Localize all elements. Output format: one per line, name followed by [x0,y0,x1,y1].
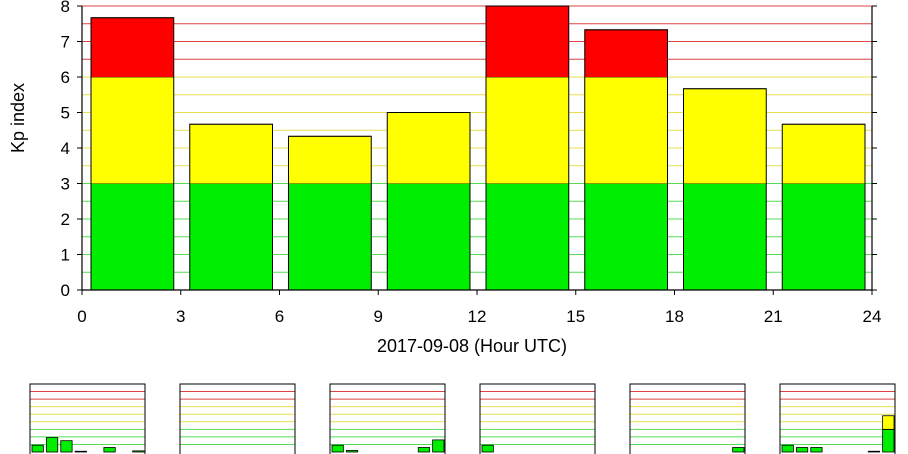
bar [189,123,273,291]
y-tick-label: 1 [61,246,70,265]
y-tick-label: 6 [61,68,70,87]
mini-bar [132,450,145,453]
bar-segment [584,29,668,77]
mini-frame [329,383,446,454]
bar-segment [91,77,174,184]
mini-bar [103,447,116,453]
mini-charts-row [29,383,896,454]
bar-segment [584,183,668,290]
mini-frame [629,383,746,454]
x-tick-label: 12 [468,307,487,326]
y-axis-title: Kp index [8,83,28,153]
mini-bar [732,447,745,453]
bar [781,123,866,291]
mini-bar [481,444,494,453]
bar-segment [486,6,569,77]
bar-segment [584,77,668,184]
y-tick-label: 5 [61,104,70,123]
bar-segment [683,183,767,290]
bar-segment [91,183,174,290]
mini-bar [810,447,823,453]
mini-chart [479,383,596,454]
mini-bar [74,450,87,453]
bar-segment [387,112,470,184]
bar-segment [288,136,372,184]
bar-segment [91,17,174,77]
mini-bar [882,428,895,453]
y-tick-label: 7 [61,33,70,52]
mini-frame [29,383,146,454]
mini-chart [629,383,746,454]
bar-segment [782,124,865,184]
mini-frame [479,383,596,454]
x-tick-label: 0 [77,307,86,326]
bar-segment [486,77,569,184]
bar [386,112,471,291]
bar [683,88,767,291]
bar [584,29,668,291]
x-tick-label: 15 [566,307,585,326]
mini-bar [867,450,881,453]
bar [485,5,570,291]
x-tick-label: 18 [665,307,684,326]
x-tick-label: 9 [374,307,383,326]
mini-bar [417,447,431,453]
y-tick-label: 8 [61,0,70,16]
bar [90,17,175,291]
y-tick-label: 3 [61,175,70,194]
mini-chart [29,383,146,454]
mini-chart [779,383,896,454]
mini-bar [45,437,59,453]
mini-bar [781,444,794,453]
bar-segment [486,183,569,290]
x-tick-label: 24 [863,307,882,326]
bar-segment [387,183,470,290]
mini-bar [882,415,895,430]
bar-segment [189,183,273,290]
x-axis-title: 2017-09-08 (Hour UTC) [377,336,567,356]
mini-chart [329,383,446,454]
mini-bar [432,439,445,453]
bar [288,135,372,291]
mini-bar [345,450,359,453]
mini-bar [795,447,809,453]
x-tick-label: 6 [275,307,284,326]
x-tick-label: 21 [764,307,783,326]
mini-frame [779,383,896,454]
bar-segment [189,124,273,184]
bar-segment [683,88,767,184]
y-tick-label: 4 [61,139,70,158]
bar-segment [288,183,372,290]
y-tick-label: 2 [61,210,70,229]
y-tick-label: 0 [61,281,70,300]
mini-chart [179,383,296,454]
mini-bar [331,444,344,453]
mini-frame [179,383,296,454]
x-tick-label: 3 [176,307,185,326]
bar-segment [782,183,865,290]
mini-bar [60,440,73,453]
mini-bar [31,444,44,453]
